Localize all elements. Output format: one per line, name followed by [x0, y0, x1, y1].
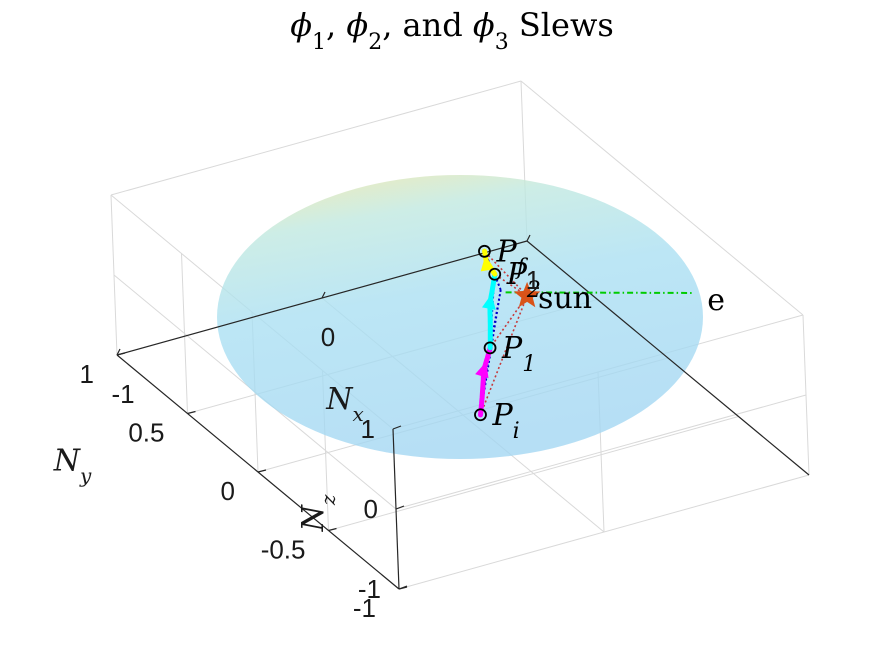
point-label: P2	[506, 257, 541, 303]
box-back-edge	[520, 80, 804, 316]
point-marker	[478, 244, 491, 258]
slew-arrowhead	[480, 255, 495, 272]
box-back-edge	[110, 80, 522, 196]
y-tick-mark	[187, 410, 196, 415]
point-label: P1	[501, 331, 536, 377]
earth-label: e	[707, 283, 725, 318]
slew-arrowhead	[475, 361, 489, 379]
y-tick-mark	[257, 469, 267, 473]
point-marker	[474, 408, 487, 422]
y-tick-label: -0.5	[261, 535, 306, 565]
chart-title: ϕ1, ϕ2, and ϕ3 Slews	[290, 6, 614, 55]
box-back-edge	[802, 314, 810, 476]
connector-line	[479, 295, 528, 416]
axes-box	[116, 234, 810, 590]
x-tick-mark	[321, 291, 326, 299]
x-tick-label: 1	[526, 265, 540, 295]
y-tick-mark	[116, 352, 126, 356]
z-axis-label: Nz	[296, 494, 340, 532]
y-tick-label: -1	[353, 593, 376, 623]
box-back-edge	[398, 474, 810, 590]
z-tick-mark	[398, 585, 408, 590]
z-tick-label: 0	[364, 494, 378, 524]
x-tick-mark	[526, 234, 531, 242]
z-tick-label: 1	[361, 414, 375, 444]
slew-arrowhead	[482, 293, 496, 310]
z-tick-mark	[392, 425, 402, 430]
y-tick-label: 0	[221, 476, 235, 506]
sun-star-marker	[513, 281, 541, 308]
unit-sphere	[217, 175, 703, 459]
axis-labels: Nx Ny Nz	[53, 382, 364, 532]
y-tick-mark	[328, 527, 337, 532]
z-tick-label: -1	[358, 574, 381, 604]
box-back-edge	[110, 194, 118, 356]
point-marker	[488, 267, 502, 281]
connector-line	[489, 289, 502, 349]
sphere-surface	[217, 175, 703, 459]
grid-line	[328, 416, 739, 531]
grid-line	[395, 394, 807, 510]
floor-edge	[526, 240, 810, 476]
x-axis-label: Nx	[325, 382, 364, 426]
x-tick-label: -1	[111, 379, 134, 409]
x-tick-mark	[116, 348, 121, 356]
connector-line	[483, 250, 528, 297]
y-axis-label: Ny	[53, 444, 92, 488]
z-tick-mark	[395, 505, 405, 510]
point-label: Pi	[491, 398, 519, 444]
tick-labels: -1 0 1 -1 -0.5 0 0.5 1 -1 0 1	[80, 265, 541, 623]
sun-label: sun	[538, 281, 592, 316]
x-tick-label: 0	[321, 322, 335, 352]
y-tick-label: 0.5	[128, 418, 164, 448]
point-marker	[483, 341, 497, 355]
y-tick-label: 1	[80, 359, 94, 389]
